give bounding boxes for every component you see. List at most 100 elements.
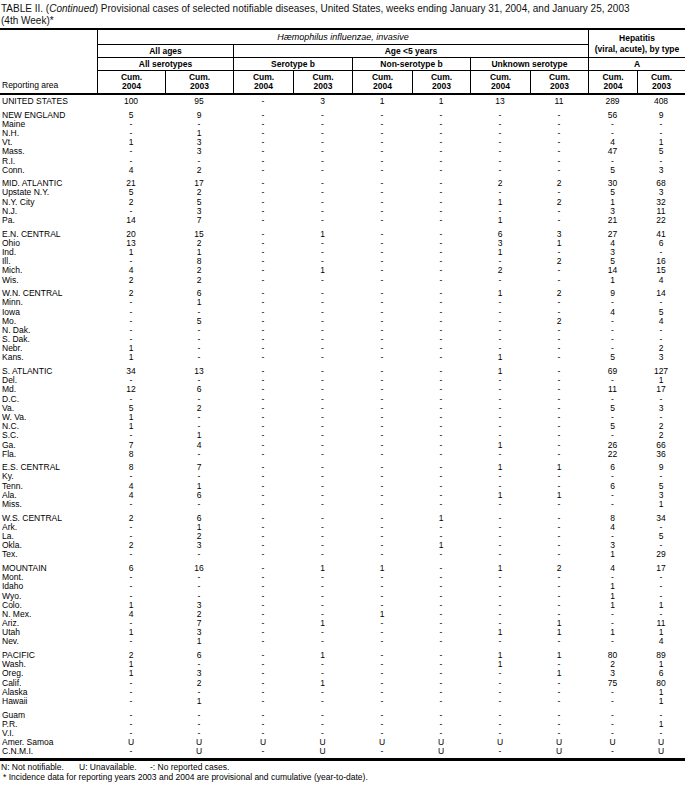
value-cell: - (165, 550, 233, 559)
value-cell: - (293, 550, 352, 559)
value-cell: 1 (637, 500, 685, 509)
value-cell: - (412, 450, 470, 459)
value-cell: - (412, 353, 470, 362)
table-row: Tenn.41------65 (0, 482, 685, 491)
table-row: Minn.-1-------- (0, 298, 685, 307)
table-row: Ohio132----3146 (0, 239, 685, 248)
table-row: MID. ATLANTIC2117----223068 (0, 179, 685, 188)
value-cell: U (293, 747, 352, 756)
table-row: W. Va.1--------- (0, 413, 685, 422)
value-cell: - (470, 550, 530, 559)
value-cell: - (412, 166, 470, 175)
value-cell: - (352, 637, 412, 646)
value-cell: - (352, 697, 412, 706)
value-cell: - (412, 500, 470, 509)
value-cell: 2 (165, 166, 233, 175)
table-row: Va.52------53 (0, 404, 685, 413)
value-cell: - (293, 216, 352, 225)
value-cell: - (293, 353, 352, 362)
value-cell: 289 (588, 97, 637, 106)
value-cell: - (352, 276, 412, 285)
table-row: Idaho--------1- (0, 582, 685, 591)
value-cell: - (233, 166, 293, 175)
legend-line: N: Not notifiable.U: Unavailable.-: No r… (1, 762, 685, 773)
reporting-area-label: UNITED STATES (0, 97, 97, 106)
cum-year: 2003 (652, 82, 671, 92)
column-group-all-ages: All ages (97, 45, 233, 58)
reporting-area-label: Kans. (0, 353, 97, 362)
column-header-cum-2003-10: Cum.2003 (637, 71, 685, 93)
hepatitis-label-line2: (viral, acute), by type (595, 44, 680, 54)
table-row: Md.126------1117 (0, 385, 685, 394)
cum-year: 2003 (432, 82, 451, 92)
column-group-all-serotypes: All serotypes (97, 58, 233, 71)
value-cell: - (412, 697, 470, 706)
value-cell: - (233, 276, 293, 285)
value-cell: - (530, 697, 588, 706)
column-group-non-serotype-b: Non-serotype b (352, 58, 470, 71)
value-cell: 3 (293, 97, 352, 106)
column-header-cum-2003-2: Cum.2003 (165, 71, 233, 93)
table-row: Hawaii-1-------1 (0, 697, 685, 706)
table-row: PACIFIC26-1--118089 (0, 651, 685, 660)
table-row: Oreg.13-----136 (0, 669, 685, 678)
value-cell: - (97, 637, 165, 646)
incidence-footnote: * Incidence data for reporting years 200… (1, 772, 685, 783)
table-row: Fla.8-------2236 (0, 450, 685, 459)
reporting-area-label: Miss. (0, 500, 97, 509)
table-row: W.S. CENTRAL26---1--834 (0, 514, 685, 523)
table-row: Nev.-1-------4 (0, 637, 685, 646)
reporting-area-label: Wis. (0, 276, 97, 285)
value-cell: - (233, 97, 293, 106)
value-cell: - (352, 450, 412, 459)
table-row: S. Dak.---------- (0, 335, 685, 344)
value-cell: 29 (637, 550, 685, 559)
value-cell: - (470, 697, 530, 706)
cum-year: 2004 (491, 82, 510, 92)
cum-year: 2004 (373, 82, 392, 92)
cum-year: 2003 (550, 82, 569, 92)
value-cell: 3 (637, 353, 685, 362)
table-row: UNITED STATES10095-3111311289408 (0, 97, 685, 106)
table-row: N.C.1-------52 (0, 422, 685, 431)
value-cell: 1 (165, 697, 233, 706)
reporting-area-label: Nev. (0, 637, 97, 646)
column-group-unknown-serotype: Unknown serotype (470, 58, 588, 71)
table-row: Iowa--------45 (0, 308, 685, 317)
table-title-rest: ) Provisional cases of selected notifiab… (95, 3, 630, 14)
table-row: Mich.42-1--2-1415 (0, 266, 685, 275)
value-cell: - (530, 450, 588, 459)
column-header-cum-2004-9: Cum.2004 (588, 71, 637, 93)
value-cell: U (530, 747, 588, 756)
table-bottom-rule (0, 758, 685, 761)
table-row: Maine---------- (0, 120, 685, 129)
table-row: Ala.46----11-3 (0, 491, 685, 500)
reporting-area-label: Ind. (0, 248, 97, 257)
reporting-area-label: Pa. (0, 216, 97, 225)
table-row: NEW ENGLAND59------569 (0, 111, 685, 120)
value-cell: U (165, 747, 233, 756)
value-cell: 5 (588, 353, 637, 362)
table-row: Nebr.1--------2 (0, 344, 685, 353)
value-cell: - (233, 450, 293, 459)
value-cell: - (352, 747, 412, 756)
value-cell: - (588, 637, 637, 646)
cum-year: 2003 (314, 82, 333, 92)
table-row: MOUNTAIN616-11-12417 (0, 564, 685, 573)
table-body: UNITED STATES10095-3111311289408 NEW ENGL… (0, 97, 685, 756)
value-cell: - (530, 216, 588, 225)
column-group-haemophilus: Hæmophilus influenzae, invasive (97, 30, 588, 45)
column-header-reporting-area: Reporting area (0, 30, 97, 93)
table-row: S. ATLANTIC3413----1-69127 (0, 367, 685, 376)
mmwr-table-page: TABLE II. (Continued) Provisional cases … (0, 0, 685, 798)
cum-year: 2004 (122, 82, 141, 92)
value-cell: 8 (97, 450, 165, 459)
value-cell: - (470, 637, 530, 646)
value-cell: - (530, 276, 588, 285)
value-cell: 2 (97, 276, 165, 285)
column-group-age-under-5: Age <5 years (233, 45, 588, 58)
value-cell: - (97, 500, 165, 509)
table-row: Pa.147----1-2122 (0, 216, 685, 225)
column-group-hepatitis: Hepatitis (viral, acute), by type (588, 30, 685, 58)
legend-no-reported-cases: -: No reported cases. (150, 762, 229, 772)
